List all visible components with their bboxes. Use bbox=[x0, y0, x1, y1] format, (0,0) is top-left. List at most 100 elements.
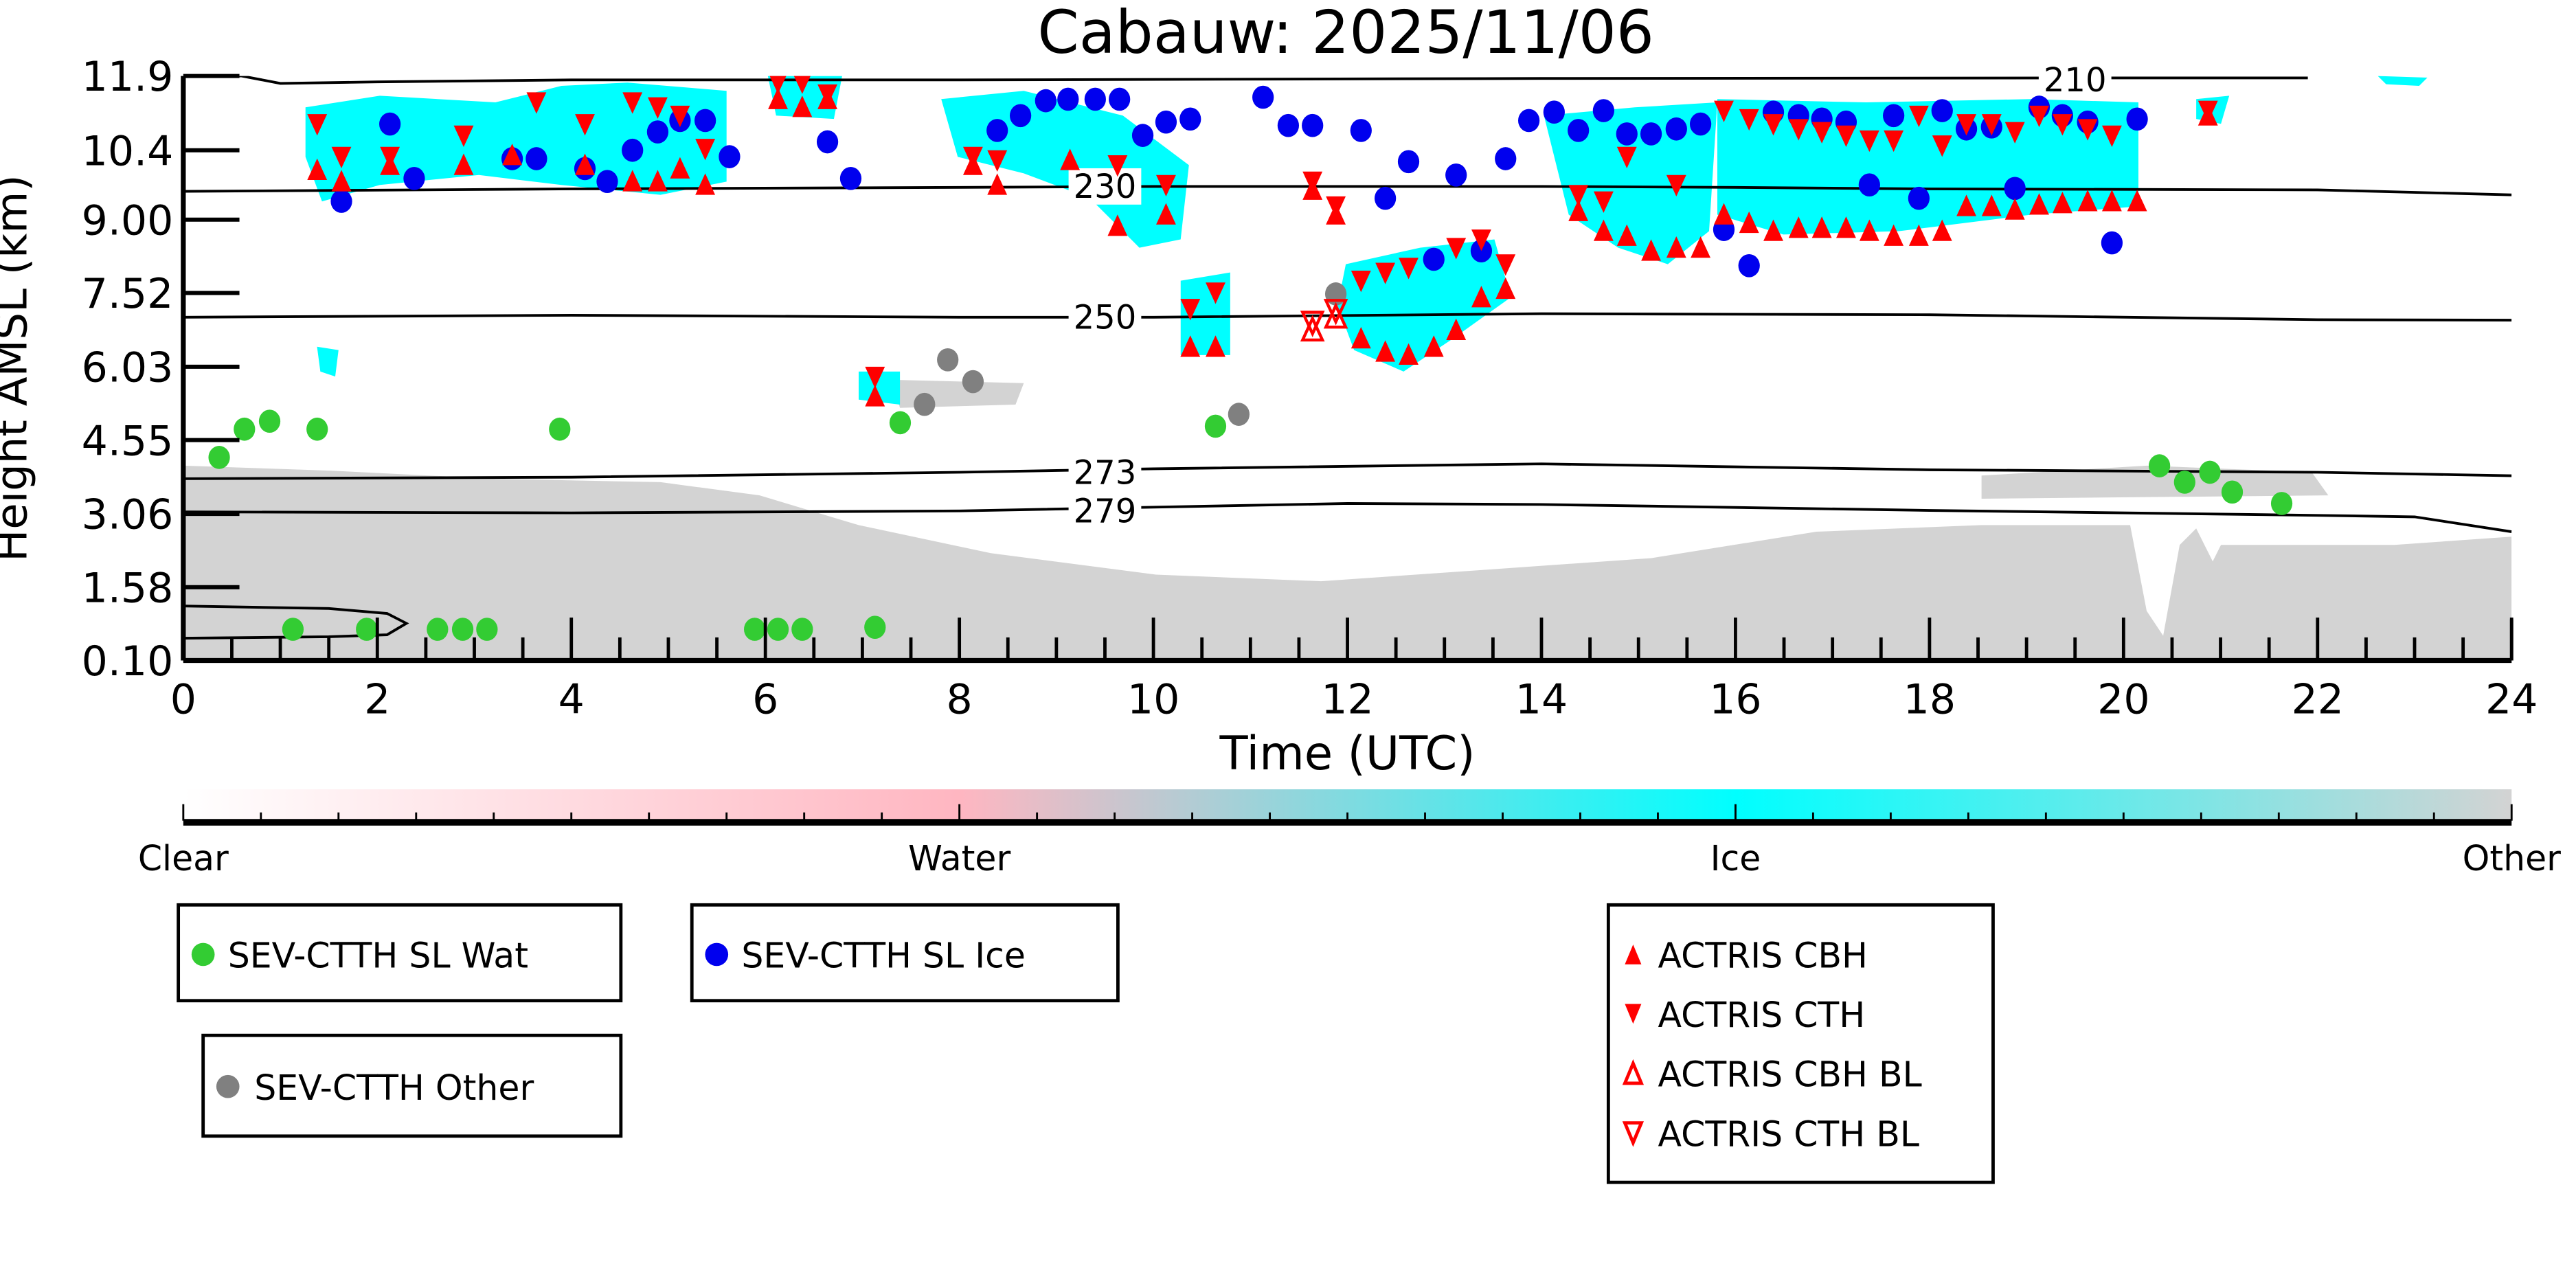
legend-label: ACTRIS CTH bbox=[1658, 995, 1865, 1035]
x-tick-label: 0 bbox=[170, 675, 196, 723]
data-point bbox=[2101, 125, 2122, 147]
data-point bbox=[1471, 229, 1491, 251]
data-point bbox=[1252, 85, 1274, 109]
data-point bbox=[1350, 119, 1372, 142]
data-point bbox=[307, 114, 328, 136]
data-point bbox=[1107, 155, 1128, 177]
data-point bbox=[2004, 177, 2026, 201]
data-point bbox=[1836, 125, 1856, 147]
data-point bbox=[865, 385, 885, 407]
data-point bbox=[2101, 231, 2123, 255]
other-class-region bbox=[892, 379, 1024, 408]
y-tick-label: 11.9 bbox=[82, 53, 174, 101]
data-point bbox=[575, 114, 595, 136]
data-point bbox=[2126, 107, 2148, 131]
data-point bbox=[307, 158, 328, 181]
contour-label: 273 bbox=[1074, 453, 1137, 492]
legend-actris: ACTRIS CBH ACTRIS CTH ACTRIS CBH BL ACTR… bbox=[1606, 903, 1995, 1184]
contour-label-bg bbox=[1068, 168, 1142, 205]
ice-class-region bbox=[1544, 102, 1717, 264]
data-point bbox=[695, 173, 716, 195]
x-tick-label: 14 bbox=[1515, 675, 1568, 723]
data-point bbox=[1518, 109, 1540, 133]
x-tick-label: 8 bbox=[947, 675, 973, 723]
data-point bbox=[2199, 460, 2221, 484]
data-point bbox=[330, 190, 352, 213]
series-actris-cth bbox=[307, 76, 2218, 389]
data-point bbox=[1206, 335, 1225, 357]
contour-line bbox=[183, 605, 409, 640]
y-tick-label: 7.52 bbox=[82, 270, 174, 318]
y-tick-label: 9.00 bbox=[82, 196, 174, 245]
data-point bbox=[914, 392, 936, 416]
data-point bbox=[646, 120, 669, 144]
data-point bbox=[1616, 224, 1637, 246]
contour-line bbox=[183, 502, 2512, 533]
data-point bbox=[791, 618, 813, 641]
data-point bbox=[1109, 87, 1131, 111]
data-point bbox=[2221, 480, 2244, 504]
data-point bbox=[1302, 171, 1323, 194]
colorbar: Clear Water Ice Other bbox=[138, 789, 2561, 879]
contour-label: 250 bbox=[1074, 299, 1137, 337]
data-point bbox=[502, 144, 523, 166]
data-point bbox=[1859, 130, 1879, 152]
data-point bbox=[1060, 148, 1081, 170]
x-tick-label: 22 bbox=[2292, 675, 2344, 723]
data-point bbox=[1666, 174, 1686, 197]
data-point bbox=[1107, 214, 1128, 236]
data-point bbox=[1714, 203, 1734, 225]
data-point bbox=[2173, 471, 2195, 494]
data-point bbox=[526, 147, 547, 170]
other-class-region bbox=[183, 465, 2512, 661]
data-point bbox=[1763, 114, 1783, 136]
data-point bbox=[1445, 163, 1467, 187]
legend-sev-other: SEV-CTTH Other bbox=[201, 1033, 623, 1138]
data-point bbox=[839, 167, 862, 190]
data-point bbox=[622, 170, 643, 192]
data-point bbox=[1495, 254, 1516, 276]
x-axis-ticks: 0 2 4 6 8 10 12 14 16 18 20 22 24 bbox=[170, 618, 2538, 723]
data-point bbox=[1641, 239, 1661, 261]
data-point bbox=[1495, 277, 1516, 300]
data-point bbox=[622, 138, 644, 162]
data-point bbox=[1859, 219, 1879, 241]
data-point bbox=[258, 409, 281, 433]
data-point bbox=[1616, 122, 1638, 146]
ice-class-region bbox=[317, 346, 339, 377]
data-point bbox=[1397, 150, 1420, 174]
data-point bbox=[1981, 194, 2002, 216]
data-point bbox=[476, 618, 498, 641]
x-tick-label: 2 bbox=[364, 675, 390, 723]
data-point bbox=[1592, 99, 1614, 122]
colorbar-label: Water bbox=[908, 838, 1010, 879]
legend-label: ACTRIS CBH BL bbox=[1658, 1054, 1921, 1095]
data-point bbox=[793, 76, 811, 94]
data-point bbox=[1640, 122, 1662, 146]
colorbar-label: Other bbox=[2463, 838, 2562, 879]
data-point bbox=[1326, 196, 1346, 218]
data-point bbox=[694, 109, 716, 133]
data-point bbox=[1665, 117, 1687, 141]
data-point bbox=[234, 417, 256, 441]
data-point bbox=[282, 618, 304, 641]
data-point bbox=[1302, 113, 1324, 137]
contour-line bbox=[183, 312, 2512, 322]
data-point bbox=[1836, 216, 1856, 238]
legend-label: ACTRIS CTH BL bbox=[1658, 1114, 1919, 1154]
data-point bbox=[1788, 216, 1809, 238]
data-point bbox=[744, 618, 766, 641]
data-point bbox=[792, 95, 813, 117]
data-point bbox=[2029, 193, 2049, 215]
legend-label: SEV-CTTH SL Ice bbox=[741, 936, 1026, 976]
data-point bbox=[1131, 124, 1154, 147]
blue-circle-icon bbox=[705, 942, 729, 967]
data-point bbox=[1423, 247, 1445, 271]
data-point bbox=[719, 145, 741, 168]
data-point bbox=[1180, 299, 1201, 321]
data-point bbox=[1374, 186, 1397, 210]
gray-circle-icon bbox=[216, 1074, 240, 1098]
contour-label: 230 bbox=[1074, 168, 1137, 206]
data-point bbox=[889, 411, 912, 435]
triangle-up-icon bbox=[1625, 945, 1642, 964]
